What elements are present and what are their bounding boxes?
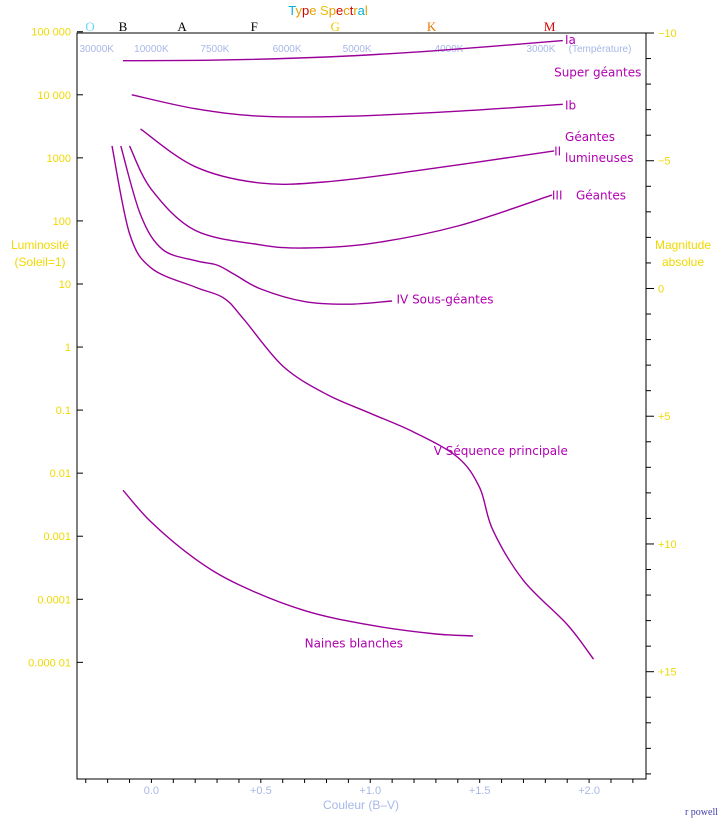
y-tick-label-right: +15 (658, 667, 677, 679)
x-tick-label: 0.0 (144, 785, 159, 797)
luminosity-class-curve (120, 145, 393, 305)
class-annotation: lumineuses (565, 151, 633, 165)
spectral-type-label: F (251, 19, 258, 34)
spectral-type-label: B (119, 19, 128, 34)
credit-label: r powell (685, 807, 718, 818)
spectral-type-label: O (85, 19, 94, 34)
class-annotation: Géantes (576, 189, 626, 203)
class-annotation: Ia (565, 33, 576, 47)
class-annotation: Naines blanches (305, 636, 403, 650)
temperature-label: (Température) (569, 44, 632, 55)
y-tick-label-left: 0.0001 (37, 594, 71, 606)
luminosity-class-curve (122, 489, 474, 637)
y-tick-label-right: −10 (658, 28, 677, 40)
temperature-label: 3000K (526, 44, 555, 55)
luminosity-class-curve (128, 145, 553, 249)
title-char: p (329, 3, 336, 18)
title-char: l (365, 3, 368, 18)
title-char: a (358, 3, 366, 18)
class-annotation: II (554, 145, 561, 159)
class-annotation: V Séquence principale (434, 444, 568, 458)
x-tick-label: +2.0 (578, 785, 600, 797)
y-tick-label-left: 100 (53, 216, 71, 228)
y-tick-label-left: 0.000 01 (28, 657, 71, 669)
y-tick-label-right: +5 (658, 411, 671, 423)
title-char: r (353, 3, 358, 18)
class-annotation: Ib (565, 99, 576, 113)
spectral-type-label: K (427, 19, 437, 34)
y-axis-title-left-line2: (Soleil=1) (14, 255, 65, 269)
y-axis-title-right-line1: Magnitude (655, 238, 711, 252)
class-annotation: Super géantes (554, 66, 641, 80)
y-tick-label-left: 0.01 (50, 468, 71, 480)
y-tick-label-left: 10 (59, 279, 71, 291)
y-tick-label-left: 100 000 (31, 27, 71, 39)
luminosity-class-curve (140, 128, 555, 186)
title-char: t (350, 3, 354, 18)
y-tick-label-right: −5 (658, 156, 671, 168)
luminosity-class-curve (131, 94, 563, 118)
x-tick-label: +1.5 (469, 785, 491, 797)
temperature-label: 7500K (200, 44, 229, 55)
x-tick-label: +1.0 (359, 785, 381, 797)
temperature-label: 6000K (273, 44, 302, 55)
class-annotation: IV Sous-géantes (397, 293, 494, 307)
x-axis-title: Couleur (B–V) (323, 798, 399, 812)
class-annotation: Géantes (565, 130, 615, 144)
title-char: p (302, 3, 309, 18)
x-tick-label: +0.5 (250, 785, 272, 797)
y-tick-label-right: +10 (658, 539, 677, 551)
title-char: T (288, 3, 296, 18)
title-char: e (309, 3, 316, 18)
class-annotation: III (552, 189, 563, 203)
y-tick-label-left: 10 000 (37, 90, 71, 102)
temperature-label: 10000K (134, 44, 169, 55)
temperature-label: 30000K (79, 44, 114, 55)
title-char: y (295, 3, 302, 18)
y-axis-title-right-line2: absolue (662, 255, 704, 269)
y-tick-label-right: 0 (658, 283, 664, 295)
luminosity-class-curve (122, 39, 563, 62)
spectral-type-label: M (544, 19, 556, 34)
title-char: e (336, 3, 343, 18)
y-tick-label-left: 0.1 (56, 405, 71, 417)
spectral-type-label: A (177, 19, 187, 34)
temperature-label: 5000K (343, 44, 372, 55)
chart-title: Type Spectral (288, 3, 368, 18)
title-char: c (343, 3, 350, 18)
luminosity-class-curve (111, 145, 595, 660)
y-tick-label-left: 1000 (47, 153, 71, 165)
title-char: S (320, 3, 329, 18)
y-tick-label-left: 0.001 (43, 531, 71, 543)
y-axis-title-left-line1: Luminosité (11, 238, 69, 252)
spectral-type-label: G (331, 19, 340, 34)
y-tick-label-left: 1 (65, 342, 71, 354)
